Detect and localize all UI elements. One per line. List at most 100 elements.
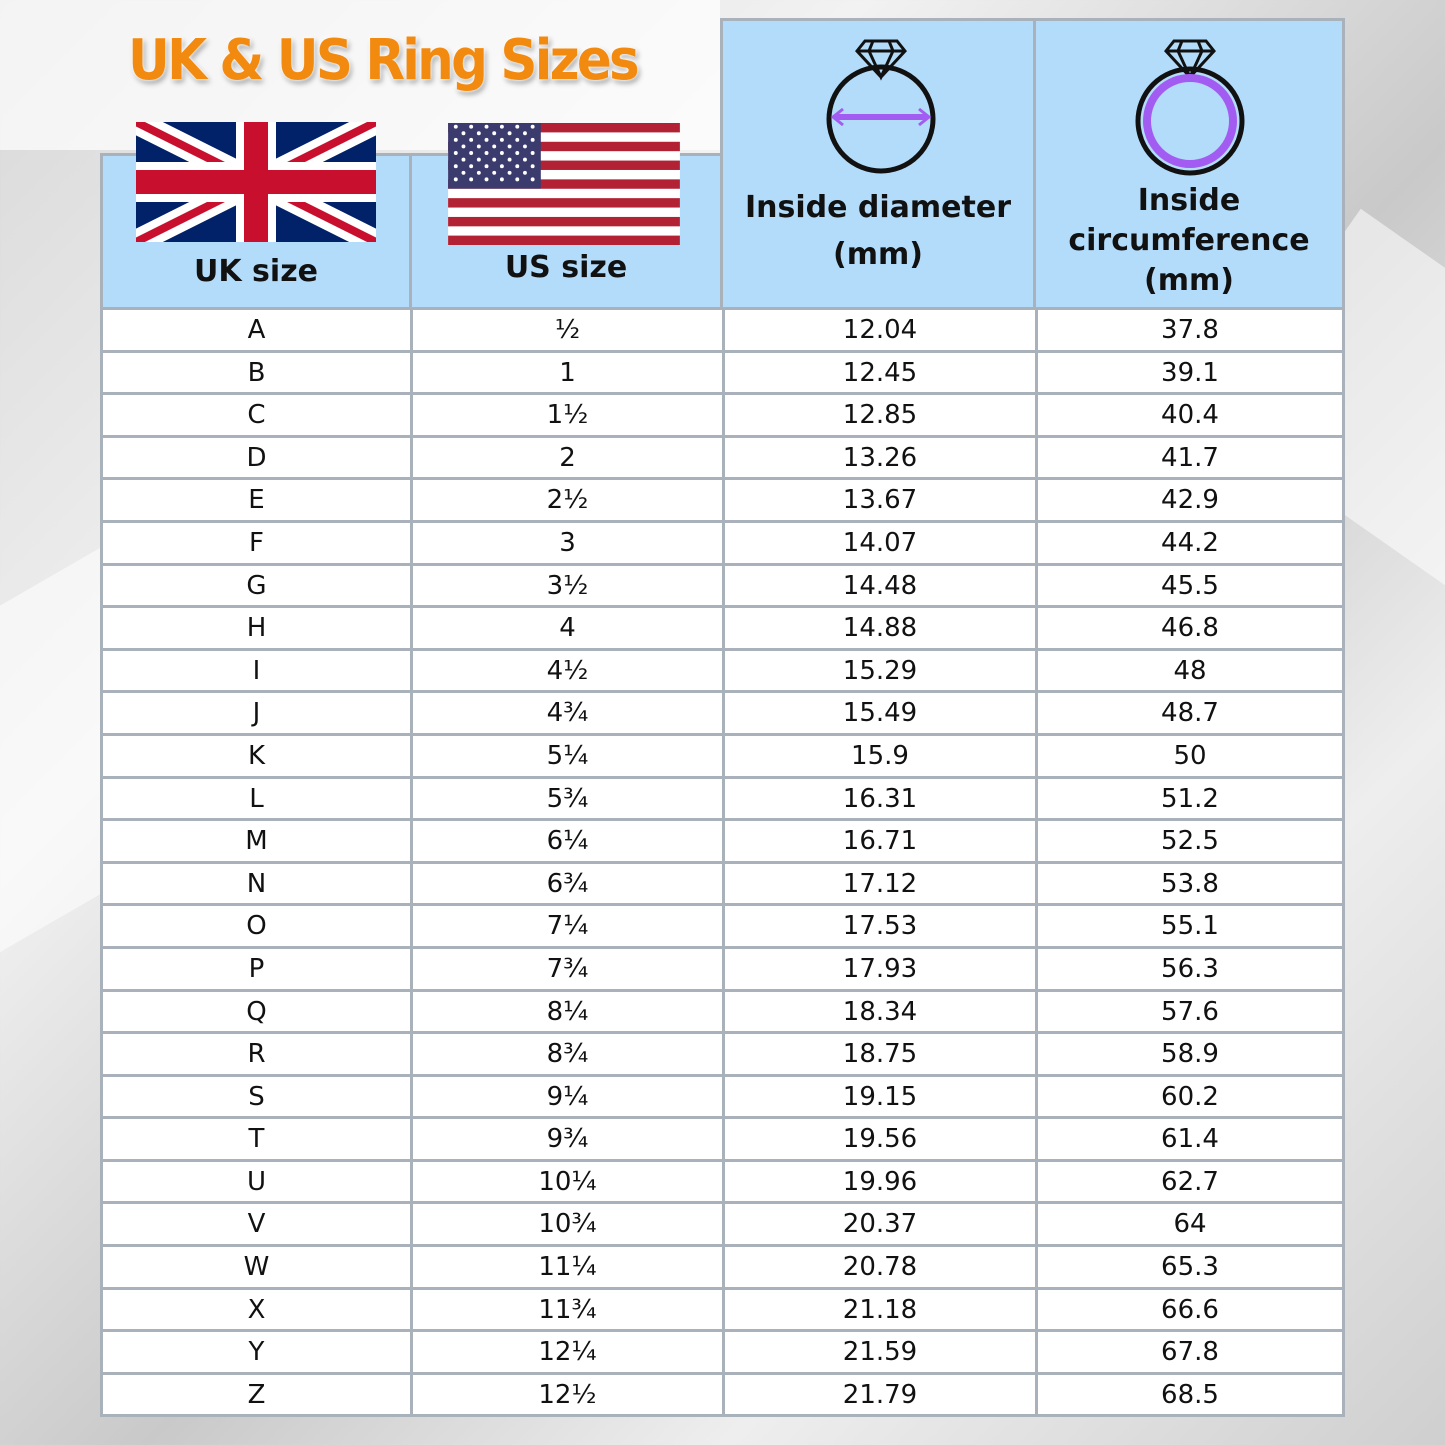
us-size-cell: 7¼ [413, 906, 725, 946]
uk-size-cell: H [103, 608, 413, 648]
us-size-cell: 4½ [413, 650, 725, 691]
table-row: J 4¾ 15.49 48.7 [103, 693, 1342, 736]
inside-circumference-cell: 41.7 [1161, 442, 1219, 473]
inside-diameter-cell: 21.59 [725, 1332, 1038, 1372]
inside-circumference-cell: 44.2 [1161, 527, 1219, 558]
table-row: C 1½ 12.85 40.4 [103, 395, 1342, 438]
inside-diameter-cell: 12.85 [725, 395, 1038, 435]
inside-diameter-cell: 17.53 [725, 906, 1038, 946]
uk-size-cell: P [103, 948, 413, 989]
header-label: UK size [194, 254, 318, 289]
us-size-cell: 6¾ [413, 863, 725, 904]
table-row: S 9¼ 19.15 60.2 [103, 1076, 1342, 1120]
inside-diameter-cell: 21.79 [725, 1374, 1038, 1418]
us-size-cell: 5¼ [413, 735, 725, 776]
uk-size-cell: A [103, 310, 413, 350]
header-label: Inside diameter [744, 190, 1011, 225]
inside-diameter-cell: 21.18 [725, 1289, 1038, 1330]
inside-diameter-cell: 15.49 [725, 693, 1038, 733]
inside-diameter-cell: 19.56 [725, 1119, 1038, 1159]
header-label: Inside [1137, 183, 1241, 218]
us-size-cell: 12¼ [413, 1332, 725, 1372]
us-size-cell: 12½ [413, 1374, 725, 1418]
table-row: U 10¼ 19.96 62.7 [103, 1161, 1342, 1205]
inside-diameter-cell: 14.48 [725, 565, 1038, 606]
uk-size-cell: V [103, 1204, 413, 1245]
uk-size-cell: W [103, 1247, 413, 1287]
table-row: L 5¾ 16.31 51.2 [103, 778, 1342, 822]
table-row: F 3 14.07 44.2 [103, 522, 1342, 566]
uk-size-cell: Q [103, 991, 413, 1032]
uk-size-cell: N [103, 863, 413, 904]
header-label: (mm) [1144, 263, 1234, 298]
table-row: Q 8¼ 18.34 57.6 [103, 991, 1342, 1035]
inside-diameter-cell: 15.29 [725, 650, 1038, 691]
uk-size-cell: I [103, 650, 413, 691]
inside-circumference-cell: 48 [1173, 655, 1207, 686]
inside-circumference-cell: 58.9 [1161, 1039, 1219, 1070]
ring-diameter-icon [826, 39, 936, 174]
uk-size-cell: G [103, 565, 413, 606]
inside-circumference-cell: 66.6 [1161, 1294, 1219, 1325]
table-row: M 6¼ 16.71 52.5 [103, 821, 1342, 864]
page-title: UK & US Ring Sizes [128, 28, 640, 93]
inside-diameter-cell: 13.67 [725, 480, 1038, 520]
header-uk-size: UK size [100, 122, 412, 310]
us-size-cell: ½ [413, 310, 725, 350]
us-size-cell: 3½ [413, 565, 725, 606]
inside-diameter-cell: 12.04 [725, 310, 1038, 350]
header-inside-circumference: Inside circumference (mm) [1033, 18, 1345, 310]
inside-circumference-cell: 42.9 [1161, 485, 1219, 516]
inside-circumference-cell: 62.7 [1161, 1166, 1219, 1197]
table-row: I 4½ 15.29 48 [103, 650, 1342, 694]
inside-diameter-cell: 20.78 [725, 1247, 1038, 1287]
uk-size-cell: D [103, 437, 413, 478]
inside-circumference-cell: 67.8 [1161, 1337, 1219, 1368]
table-row: T 9¾ 19.56 61.4 [103, 1119, 1342, 1162]
inside-circumference-cell: 55.1 [1161, 911, 1219, 942]
inside-circumference-cell: 61.4 [1161, 1124, 1219, 1155]
table-row: N 6¾ 17.12 53.8 [103, 863, 1342, 907]
inside-circumference-cell: 50 [1173, 740, 1207, 771]
inside-circumference-cell: 57.6 [1161, 996, 1219, 1027]
inside-circumference-cell: 46.8 [1161, 613, 1219, 644]
ring-size-table: A ½ 12.04 37.8 B 1 12.45 39.1 C 1½ 12.85 40.4 D 2 13.2… [100, 307, 1345, 1418]
us-size-cell: 2 [413, 437, 725, 478]
inside-circumference-cell: 60.2 [1161, 1081, 1219, 1112]
inside-diameter-cell: 15.9 [725, 735, 1038, 776]
header-us-size: US size [409, 123, 723, 310]
uk-flag-icon [136, 122, 376, 242]
table-row: V 10¾ 20.37 64 [103, 1204, 1342, 1248]
us-size-cell: 10¾ [413, 1204, 725, 1245]
us-size-cell: 1 [413, 352, 725, 393]
inside-diameter-cell: 14.88 [725, 608, 1038, 648]
uk-size-cell: U [103, 1161, 413, 1202]
inside-circumference-cell: 52.5 [1161, 826, 1219, 857]
us-size-cell: 7¾ [413, 948, 725, 989]
table-row: E 2½ 13.67 42.9 [103, 480, 1342, 523]
inside-circumference-cell: 37.8 [1161, 315, 1219, 345]
table-row: K 5¼ 15.9 50 [103, 735, 1342, 779]
inside-diameter-cell: 20.37 [725, 1204, 1038, 1245]
uk-size-cell: T [103, 1119, 413, 1159]
us-size-cell: 4¾ [413, 693, 725, 733]
inside-diameter-cell: 12.45 [725, 352, 1038, 393]
us-size-cell: 3 [413, 522, 725, 563]
uk-size-cell: M [103, 821, 413, 861]
inside-diameter-cell: 14.07 [725, 522, 1038, 563]
uk-size-cell: J [103, 693, 413, 733]
uk-size-cell: B [103, 352, 413, 393]
inside-circumference-cell: 39.1 [1161, 357, 1219, 388]
uk-size-cell: L [103, 778, 413, 819]
table-row: B 1 12.45 39.1 [103, 352, 1342, 396]
table-row: D 2 13.26 41.7 [103, 437, 1342, 481]
inside-diameter-cell: 19.96 [725, 1161, 1038, 1202]
header-label: (mm) [833, 237, 923, 272]
us-size-cell: 8¼ [413, 991, 725, 1032]
inside-diameter-cell: 16.31 [725, 778, 1038, 819]
inside-circumference-cell: 68.5 [1161, 1379, 1219, 1410]
us-size-cell: 2½ [413, 480, 725, 520]
uk-size-cell: K [103, 735, 413, 776]
uk-size-cell: E [103, 480, 413, 520]
inside-circumference-cell: 65.3 [1161, 1252, 1219, 1283]
